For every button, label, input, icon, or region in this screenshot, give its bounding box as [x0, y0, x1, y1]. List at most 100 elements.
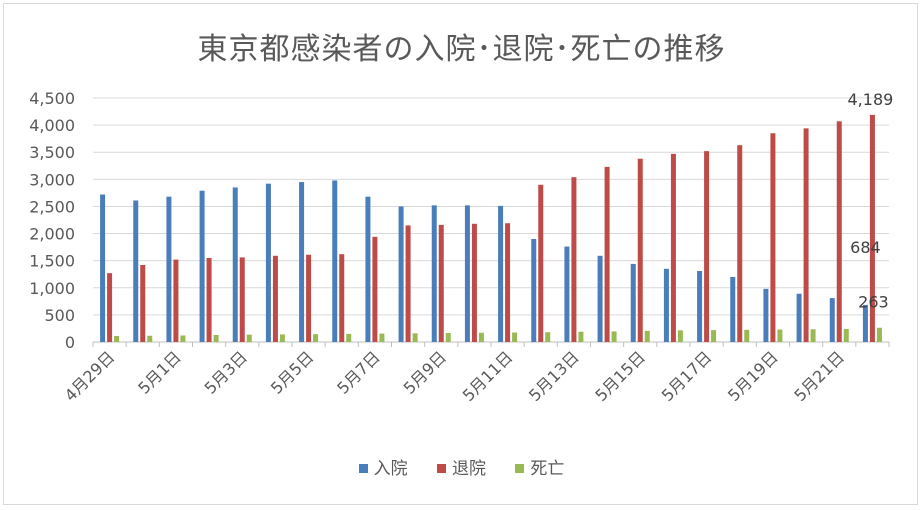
- y-tick-label: 1,500: [29, 252, 75, 271]
- y-tick-label: 2,500: [29, 197, 75, 216]
- bar-discharged: [770, 133, 776, 342]
- bar-discharged: [339, 254, 345, 342]
- legend-item-discharged: 退院: [437, 454, 486, 479]
- bar-discharged: [538, 184, 544, 342]
- legend: 入院 退院 死亡: [4, 454, 919, 479]
- y-tick-label: 4,000: [29, 116, 75, 135]
- legend-swatch-deaths: [515, 464, 525, 473]
- bar-hospitalized: [796, 293, 802, 342]
- bar-hospitalized: [829, 298, 835, 342]
- y-tick-label: 4,500: [29, 89, 75, 108]
- bar-discharged: [107, 273, 113, 342]
- y-tick-label: 0: [65, 333, 75, 352]
- bar-deaths: [147, 335, 153, 342]
- x-tick-label: 5月21日: [790, 347, 848, 405]
- y-tick-label: 2,000: [29, 225, 75, 244]
- bar-discharged: [505, 223, 511, 342]
- bar-deaths: [711, 330, 717, 342]
- bar-discharged: [140, 265, 146, 342]
- x-tick-label: 5月7日: [333, 347, 383, 397]
- bar-hospitalized: [199, 190, 205, 342]
- x-tick-label: 5月5日: [267, 347, 317, 397]
- bar-deaths: [843, 328, 849, 342]
- bar-discharged: [272, 255, 278, 342]
- x-tick-label: 5月17日: [658, 347, 716, 405]
- bar-deaths: [677, 330, 683, 342]
- data-label: 684: [850, 238, 881, 257]
- x-tick-label: 5月3日: [201, 347, 251, 397]
- y-tick-label: 3,000: [29, 170, 75, 189]
- bar-deaths: [445, 333, 451, 342]
- x-tick-label: 5月11日: [459, 347, 517, 405]
- bar-discharged: [405, 225, 411, 342]
- bar-deaths: [578, 331, 584, 342]
- bar-deaths: [644, 330, 650, 342]
- bar-hospitalized: [365, 196, 371, 342]
- bar-hospitalized: [464, 205, 470, 342]
- bar-deaths: [379, 333, 385, 342]
- bar-discharged: [438, 224, 444, 342]
- bar-deaths: [213, 334, 219, 342]
- x-tick-label: 4月29日: [61, 347, 119, 405]
- legend-label-hospitalized: 入院: [373, 459, 408, 479]
- bar-discharged: [737, 145, 743, 342]
- bar-hospitalized: [232, 187, 238, 342]
- x-tick-label: 5月1日: [134, 347, 184, 397]
- bar-discharged: [803, 128, 809, 342]
- bar-deaths: [114, 336, 120, 342]
- bar-hospitalized: [133, 200, 139, 342]
- chart-frame: 東京都感染者の入院･退院･死亡の推移 0 500 1,000 1,500 2,000 2,…: [3, 3, 918, 505]
- y-tick-label: 500: [44, 306, 75, 325]
- bar-discharged: [704, 151, 710, 342]
- bar-hospitalized: [299, 182, 305, 342]
- bar-deaths: [777, 329, 783, 342]
- legend-label-discharged: 退院: [452, 459, 486, 479]
- bar-deaths: [279, 334, 285, 342]
- bar-hospitalized: [332, 180, 338, 342]
- bar-discharged: [206, 257, 212, 342]
- legend-swatch-discharged: [437, 464, 446, 473]
- bar-hospitalized: [265, 183, 271, 342]
- bar-hospitalized: [100, 194, 106, 342]
- legend-item-deaths: 死亡: [515, 454, 564, 479]
- bar-deaths: [545, 332, 551, 342]
- x-tick-label: 5月15日: [591, 347, 649, 405]
- legend-item-hospitalized: 入院: [358, 454, 408, 479]
- bar-deaths: [512, 332, 518, 342]
- bar-hospitalized: [630, 263, 636, 342]
- bar-discharged: [471, 223, 477, 342]
- bar-hospitalized: [730, 276, 736, 342]
- chart-title: 東京都感染者の入院･退院･死亡の推移: [197, 32, 726, 67]
- bar-discharged: [604, 166, 610, 342]
- y-tick-label: 3,500: [29, 143, 75, 162]
- bar-hospitalized: [531, 238, 537, 342]
- bar-deaths: [180, 335, 186, 342]
- bar-deaths: [313, 334, 319, 342]
- bar-deaths: [744, 329, 750, 342]
- data-label: 263: [858, 293, 889, 312]
- bar-discharged: [670, 153, 676, 342]
- y-tick-label: 1,000: [29, 279, 75, 298]
- bar-hospitalized: [763, 288, 769, 342]
- bar-chart: 0 500 1,000 1,500 2,000 2,500 3,000 3,500 4,000 4…: [29, 89, 894, 405]
- bar-discharged: [372, 236, 378, 342]
- bar-deaths: [611, 331, 617, 342]
- bar-deaths: [246, 334, 252, 342]
- bar-discharged: [306, 254, 312, 342]
- bar-deaths: [810, 329, 816, 342]
- x-tick-label: 5月9日: [400, 347, 450, 397]
- x-tick-label: 5月19日: [724, 347, 782, 405]
- bar-hospitalized: [663, 268, 669, 342]
- legend-label-deaths: 死亡: [530, 459, 565, 479]
- bar-discharged: [239, 257, 245, 342]
- bar-discharged: [869, 114, 875, 342]
- bar-discharged: [637, 158, 643, 342]
- bar-discharged: [173, 259, 179, 342]
- bar-hospitalized: [398, 206, 404, 342]
- x-tick-label: 5月13日: [525, 347, 583, 405]
- bar-hospitalized: [431, 205, 437, 342]
- bar-deaths: [876, 327, 882, 342]
- bar-deaths: [412, 333, 418, 342]
- data-label: 4,189: [848, 90, 894, 109]
- bar-hospitalized: [498, 205, 504, 342]
